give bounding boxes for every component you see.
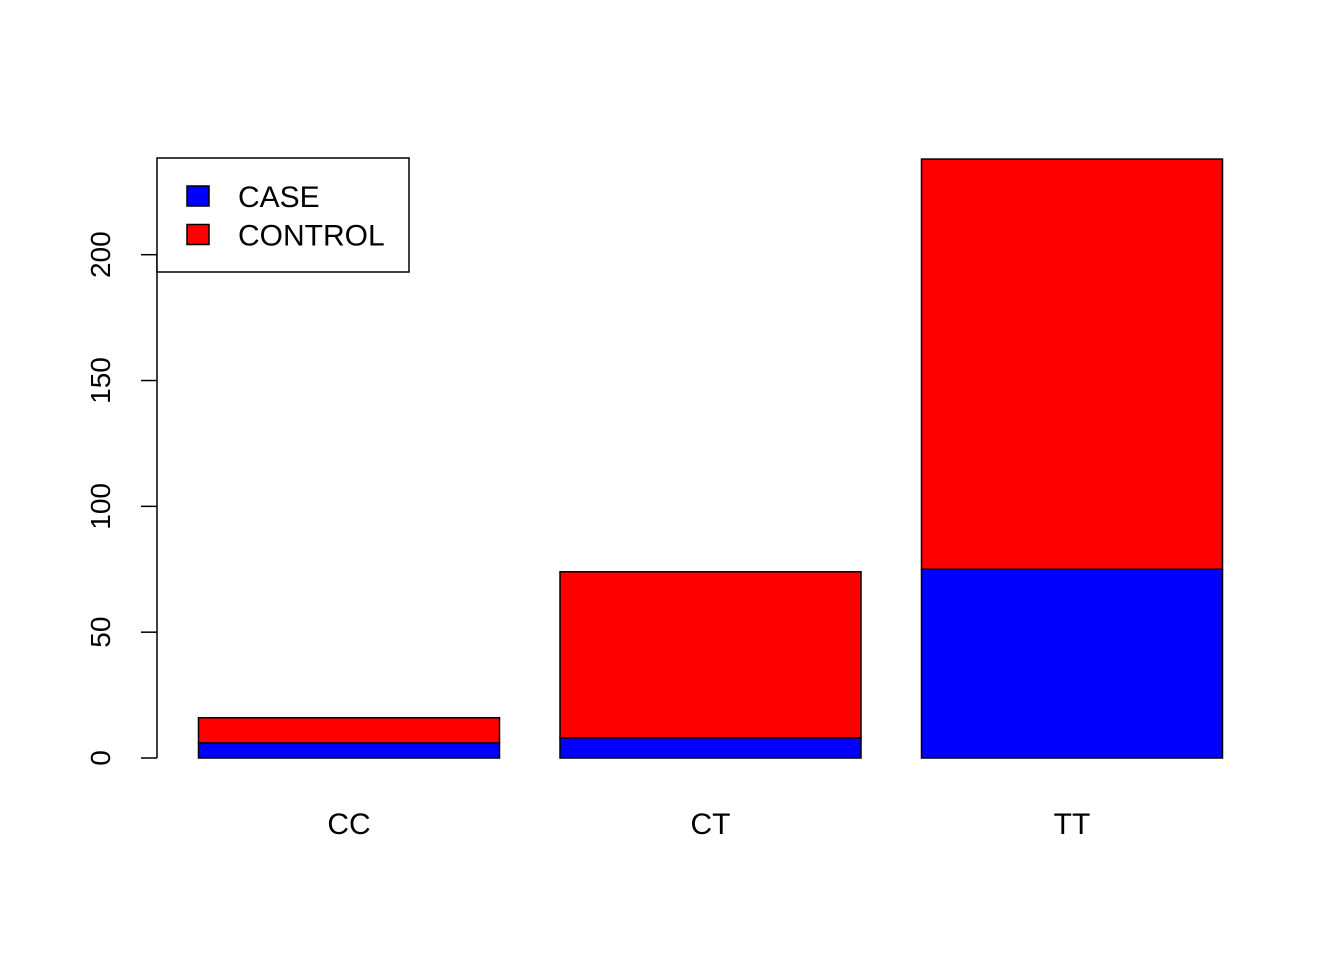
y-tick-label: 50 [85,617,116,648]
bar-cc-case [197,742,501,759]
legend-label-case: CASE [238,181,320,214]
y-tick-label: 0 [85,750,116,766]
x-axis-labels: CC CT TT [327,808,1090,841]
bar-tt-control [920,158,1224,571]
bar-ct-case [559,737,862,759]
y-tick-label: 200 [85,231,116,278]
y-tick-label: 150 [85,357,116,404]
y-axis: 0 50 100 150 200 [85,231,158,766]
bar-tt-case [920,568,1224,759]
x-tick-label: CC [327,808,370,841]
legend-swatch-control [186,223,210,246]
y-tick-label: 100 [85,483,116,530]
legend: CASE CONTROL [156,157,410,273]
x-tick-label: TT [1054,808,1091,841]
bar-cc-control [197,716,501,744]
bar-ct-control [559,571,862,739]
legend-swatch-case [186,185,210,207]
legend-label-control: CONTROL [238,220,385,253]
x-tick-label: CT [691,808,731,841]
bars [197,158,1224,759]
legend-box [156,157,410,273]
